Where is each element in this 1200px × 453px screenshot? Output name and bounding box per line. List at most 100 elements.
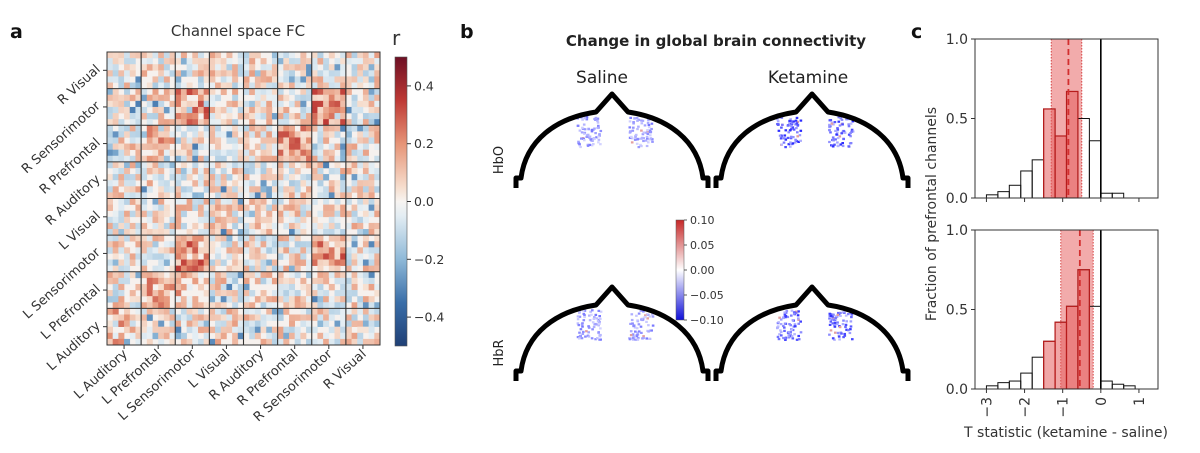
fc-cell xyxy=(124,235,131,242)
fc-cell xyxy=(328,192,335,199)
fc-cell xyxy=(107,277,113,285)
fc-cell xyxy=(289,186,295,193)
fc-cell xyxy=(112,320,119,327)
fc-cell xyxy=(237,332,244,340)
fc-cell xyxy=(294,198,301,205)
fc-cell xyxy=(271,314,278,321)
fc-cell xyxy=(232,277,239,285)
fc-cell xyxy=(306,149,313,157)
fc-cell xyxy=(112,222,119,230)
fc-cell xyxy=(357,143,364,150)
fc-cell xyxy=(226,296,233,303)
fc-cell xyxy=(243,326,250,334)
fc-cell xyxy=(232,70,239,77)
fc-cell xyxy=(198,174,204,181)
fc-cell xyxy=(294,149,301,157)
fc-cell xyxy=(158,271,165,279)
fc-cell xyxy=(186,125,193,132)
fc-cell xyxy=(226,320,233,327)
fc-cell xyxy=(124,320,131,327)
fc-cell xyxy=(198,76,204,83)
fc-cell xyxy=(129,113,136,120)
fc-cell xyxy=(368,204,375,211)
fc-cell xyxy=(118,216,125,224)
fc-cell xyxy=(152,290,159,297)
fc-cell xyxy=(351,113,358,120)
fc-cell xyxy=(340,186,347,193)
fc-cell xyxy=(135,167,142,175)
fc-cell xyxy=(158,137,165,144)
fc-cell xyxy=(311,70,318,77)
fc-cell xyxy=(107,222,113,230)
fc-cell xyxy=(135,210,142,218)
fc-cell xyxy=(146,302,153,309)
fc-cell xyxy=(169,320,176,327)
hist-bar xyxy=(1100,192,1113,198)
fc-cell xyxy=(374,131,381,138)
fc-cell xyxy=(340,302,347,309)
fc-cell xyxy=(146,277,153,285)
fc-cell xyxy=(192,180,199,187)
fc-cell xyxy=(107,338,113,346)
fc-cell xyxy=(203,76,210,83)
fc-cell xyxy=(192,88,199,96)
fc-cell xyxy=(340,296,347,303)
fc-cell xyxy=(368,229,375,236)
fc-cell xyxy=(362,314,369,321)
fc-cell xyxy=(180,283,187,291)
fc-cell xyxy=(107,259,113,266)
fc-cell xyxy=(146,314,153,321)
fc-cell xyxy=(192,167,199,175)
fc-cell xyxy=(124,302,131,309)
fc-cell xyxy=(289,283,295,291)
fc-cell xyxy=(141,58,148,65)
fc-cell xyxy=(232,216,239,224)
fc-cell xyxy=(260,64,267,71)
fc-cell xyxy=(271,204,278,211)
fc-cell xyxy=(112,308,119,315)
fc-cell xyxy=(112,338,119,346)
fc-cell xyxy=(141,204,148,211)
fc-cell xyxy=(317,161,324,169)
fc-cell xyxy=(340,82,347,89)
fc-cell xyxy=(300,113,307,120)
fc-cell xyxy=(215,58,222,65)
fc-cell xyxy=(209,52,216,59)
fc-cell xyxy=(294,167,301,175)
fc-cell xyxy=(340,76,347,83)
fc-cell xyxy=(180,137,187,144)
fc-cell xyxy=(334,167,341,175)
gbc-colorbar xyxy=(675,219,685,321)
fc-cell xyxy=(198,106,204,114)
fc-cell xyxy=(209,149,216,157)
fc-cell xyxy=(362,88,369,96)
fc-cell xyxy=(129,235,136,242)
fc-cell xyxy=(317,192,324,199)
fc-cell xyxy=(118,167,125,175)
fc-cell xyxy=(368,125,375,132)
fc-cell xyxy=(368,296,375,303)
fc-cell xyxy=(129,58,136,65)
fc-cell xyxy=(311,253,318,260)
fc-cell xyxy=(340,192,347,199)
fc-cell xyxy=(357,186,364,193)
fc-cell xyxy=(351,82,358,89)
fc-cell xyxy=(220,192,227,199)
fc-cell xyxy=(277,155,284,163)
fc-cell xyxy=(334,155,341,163)
fc-cell xyxy=(226,229,233,236)
fc-cell xyxy=(135,113,142,120)
hist-bar-highlight xyxy=(1054,321,1068,389)
fc-cell xyxy=(334,70,341,77)
fc-cell xyxy=(260,241,267,248)
fc-cell xyxy=(345,161,352,169)
fc-cell xyxy=(345,143,352,150)
fc-cell xyxy=(163,58,170,65)
fc-cell xyxy=(368,320,375,327)
fc-cell xyxy=(334,180,341,187)
fc-cell xyxy=(169,308,176,315)
fc-cell xyxy=(203,131,210,138)
fc-cell xyxy=(152,100,159,108)
y-tick-label: 1.0 xyxy=(946,32,968,48)
fc-cell xyxy=(118,174,125,181)
